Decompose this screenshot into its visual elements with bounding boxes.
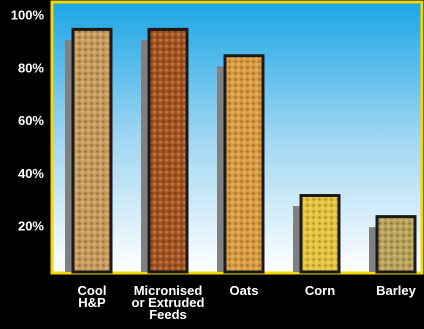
y-tick-label: 60% bbox=[18, 113, 44, 128]
bar-texture bbox=[150, 30, 186, 273]
y-tick-label: 20% bbox=[18, 219, 44, 234]
x-tick-label: Corn bbox=[305, 283, 335, 298]
y-tick-label: 80% bbox=[18, 60, 44, 75]
label-line: Feeds bbox=[149, 307, 187, 322]
label-line: Micronised bbox=[134, 283, 203, 298]
label-line: Barley bbox=[376, 283, 417, 298]
bar-texture bbox=[226, 57, 262, 272]
x-tick-label: Micronised or Extruded Feeds bbox=[132, 283, 205, 322]
bar-texture bbox=[74, 30, 110, 273]
bar-texture bbox=[302, 197, 338, 272]
y-tick-label: 100% bbox=[11, 8, 45, 23]
label-line: Oats bbox=[230, 283, 259, 298]
label-line: or Extruded bbox=[132, 295, 205, 310]
x-tick-label: Barley bbox=[376, 283, 417, 298]
label-line: H&P bbox=[78, 295, 106, 310]
label-line: Corn bbox=[305, 283, 335, 298]
y-tick-label: 40% bbox=[18, 166, 44, 181]
x-tick-label: Oats bbox=[230, 283, 259, 298]
bar-texture bbox=[378, 218, 414, 272]
x-tick-label: Cool H&P bbox=[78, 283, 107, 310]
label-line: Cool bbox=[78, 283, 107, 298]
